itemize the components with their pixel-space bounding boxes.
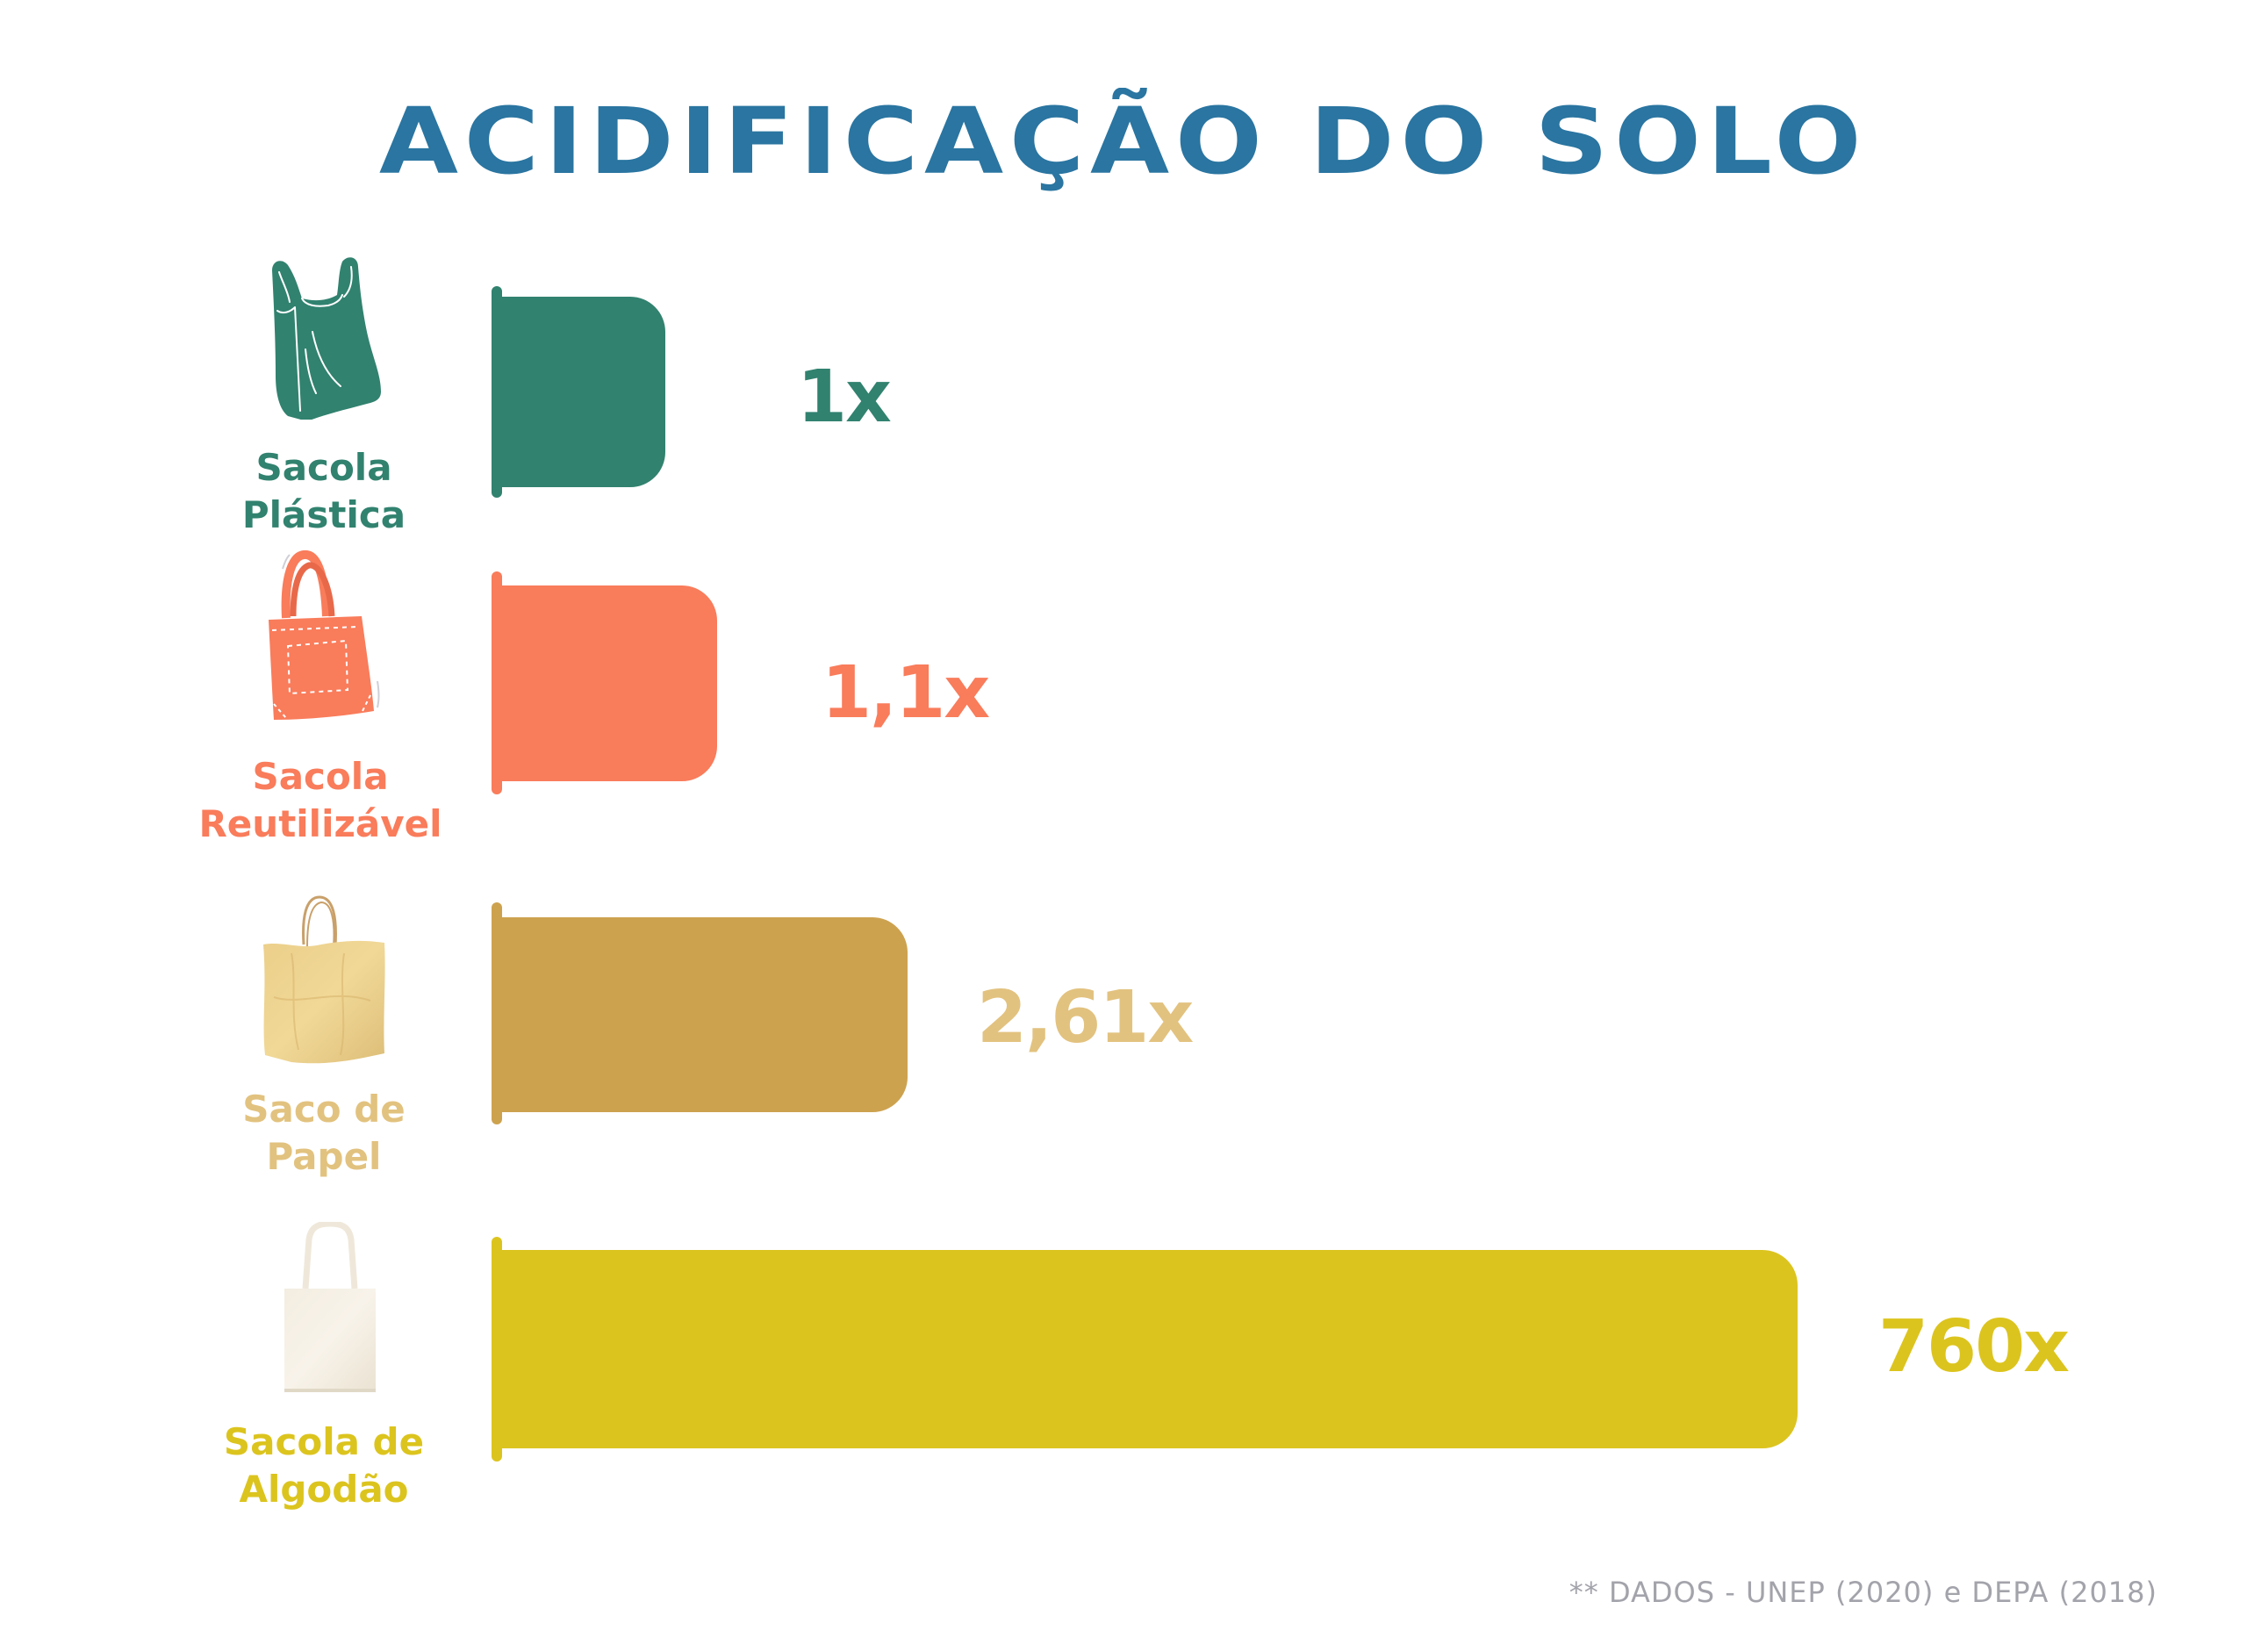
value-label: 1,1x — [822, 651, 990, 735]
value-label: 1x — [797, 356, 892, 439]
chart-title: ACIDIFICAÇÃO DO SOLO — [378, 88, 1868, 195]
bar-cotton — [497, 1250, 1798, 1448]
category-label: Sacola Plástica — [166, 444, 482, 539]
tote-bag-icon — [269, 550, 380, 720]
plastic-bag-icon — [272, 257, 381, 420]
category-label-line2: Plástica — [241, 493, 406, 536]
bar-plastic — [497, 297, 665, 487]
paper-bag-icon — [263, 895, 385, 1064]
category-label-line2: Algodão — [239, 1468, 409, 1511]
source-footnote: ** DADOS - UNEP (2020) e DEPA (2018) — [1569, 1576, 2157, 1609]
category-label-line1: Saco de — [242, 1088, 406, 1131]
value-label: 760x — [1878, 1305, 2070, 1389]
category-label-line1: Sacola — [255, 446, 392, 489]
category-label: Saco de Papel — [166, 1086, 482, 1181]
category-label: Sacola de Algodão — [166, 1419, 482, 1513]
category-label-line1: Sacola — [252, 755, 389, 798]
value-label: 2,61x — [977, 976, 1194, 1059]
bar-reusable — [497, 585, 717, 781]
bar-paper — [497, 917, 908, 1112]
category-label-line1: Sacola de — [223, 1420, 425, 1463]
category-label: Sacola Reutilizável — [162, 753, 478, 848]
category-label-line2: Reutilizável — [198, 802, 442, 845]
cotton-bag-icon — [284, 1222, 376, 1392]
category-label-line2: Papel — [266, 1135, 382, 1178]
